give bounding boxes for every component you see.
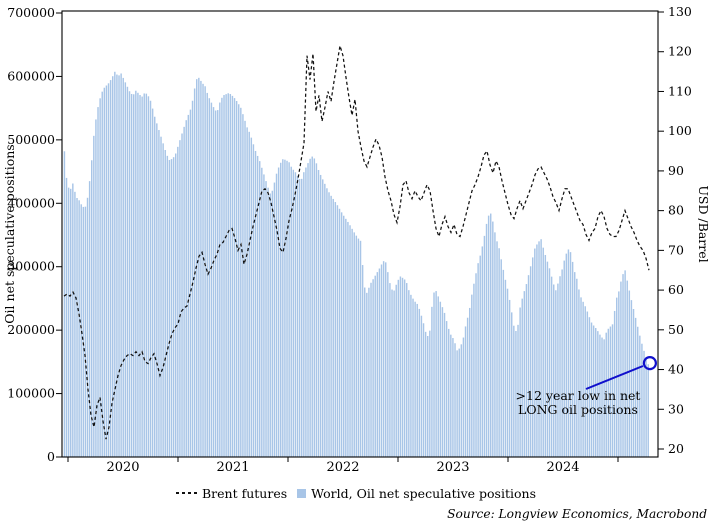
annotation-circle-marker — [642, 356, 658, 371]
svg-text:400000: 400000 — [7, 195, 55, 210]
svg-text:30: 30 — [668, 401, 684, 416]
legend-label-positions: World, Oil net speculative positions — [311, 485, 536, 501]
svg-text:100: 100 — [668, 123, 692, 138]
bar-square-marker — [297, 488, 307, 498]
svg-text:2021: 2021 — [216, 460, 249, 475]
plot-frame — [61, 10, 659, 458]
svg-text:100000: 100000 — [7, 386, 55, 401]
left-axis-title: Oil net speculative positions — [2, 144, 17, 323]
svg-text:70: 70 — [668, 242, 684, 257]
svg-text:0: 0 — [47, 449, 55, 464]
svg-text:20: 20 — [668, 441, 684, 456]
svg-text:60: 60 — [668, 282, 684, 297]
svg-text:600000: 600000 — [7, 68, 55, 83]
svg-text:90: 90 — [668, 163, 684, 178]
svg-text:110: 110 — [668, 83, 692, 98]
annotation-text-line1: >12 year low in net — [516, 388, 641, 403]
svg-text:300000: 300000 — [7, 259, 55, 274]
right-axis-title: USD /Barrel — [696, 185, 711, 262]
annotation-group: >12 year low in net LONG oil positions — [516, 356, 658, 417]
svg-text:2024: 2024 — [546, 460, 579, 475]
svg-text:700000: 700000 — [7, 5, 55, 20]
bars-series — [63, 71, 649, 458]
svg-text:200000: 200000 — [7, 322, 55, 337]
axis-tick-labels: 0 100000 200000 300000 400000 500000 600000 700… — [7, 4, 692, 475]
svg-text:500000: 500000 — [7, 132, 55, 147]
annotation-text-line2: LONG oil positions — [518, 402, 638, 417]
svg-text:2022: 2022 — [326, 460, 359, 475]
axis-ticks — [56, 11, 664, 462]
legend-label-brent: Brent futures — [202, 485, 288, 501]
svg-text:40: 40 — [668, 362, 684, 377]
svg-text:2023: 2023 — [436, 460, 469, 475]
svg-text:50: 50 — [668, 322, 684, 337]
svg-text:120: 120 — [668, 44, 692, 59]
svg-text:130: 130 — [668, 4, 692, 19]
annotation-pointer-line — [585, 365, 644, 390]
brent-dashed-line-marker — [176, 492, 197, 494]
source-note: Source: Longview Economics, Macrobond — [447, 507, 707, 521]
svg-text:2020: 2020 — [106, 460, 139, 475]
legend: Brent futures World, Oil net speculative… — [0, 483, 712, 503]
svg-text:80: 80 — [668, 203, 684, 218]
brent-line-series — [63, 45, 650, 440]
